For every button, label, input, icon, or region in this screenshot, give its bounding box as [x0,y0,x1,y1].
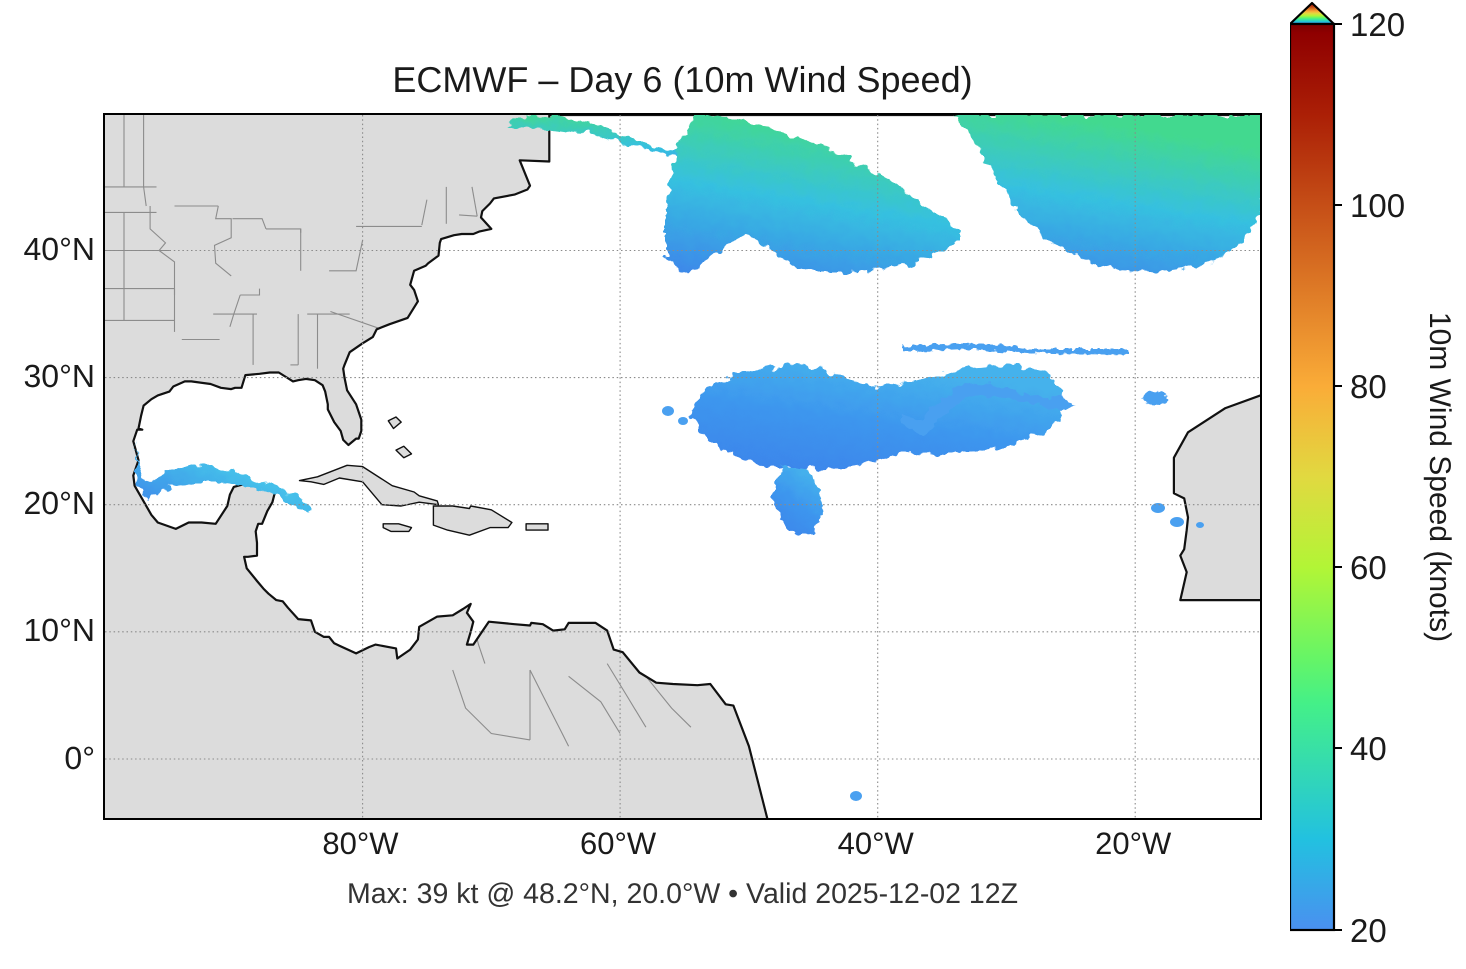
svg-text:10m Wind Speed (knots): 10m Wind Speed (knots) [1423,312,1456,642]
svg-text:80: 80 [1350,368,1387,405]
svg-text:100: 100 [1350,187,1405,224]
svg-text:40: 40 [1350,730,1387,767]
svg-text:60: 60 [1350,549,1387,586]
svg-text:120: 120 [1350,6,1405,43]
svg-text:20: 20 [1350,912,1387,949]
